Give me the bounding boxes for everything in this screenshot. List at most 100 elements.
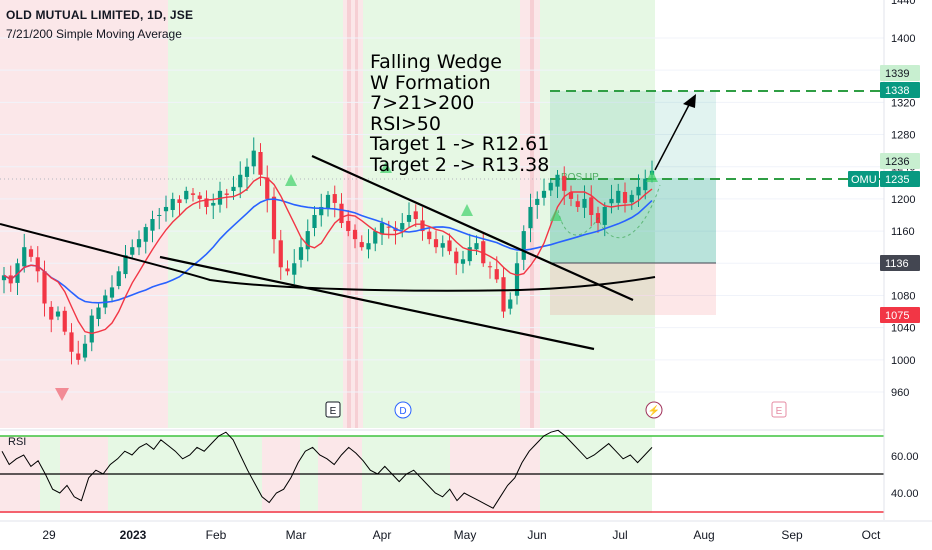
candle [568,192,574,199]
candle [622,191,628,203]
candle [440,243,445,248]
zone-bg [0,0,168,428]
time-tick-label: 29 [42,528,56,542]
trade-annotation: Falling Wedge W Formation 7>21>200 RSI>5… [370,52,549,175]
buy-signal-triangle [285,174,297,186]
candle [346,220,351,232]
candle [258,152,263,175]
symbol-tag-label: OMU [851,174,877,186]
candle [69,332,74,352]
target-arrowhead [683,94,696,108]
candle [285,268,290,272]
price-badge-label: 1136 [885,258,909,270]
candle [319,206,324,216]
candle [42,271,47,304]
rsi-label: RSI [8,436,26,448]
rsi-tick-label: 60.00 [891,451,919,463]
candle [467,247,472,262]
price-tick-label: 1280 [891,130,915,142]
candle [447,240,452,252]
candle [400,223,405,230]
time-tick-label: Sep [781,528,803,542]
candle [406,215,412,222]
time-tick-label: Oct [862,528,881,542]
price-badge [880,255,920,271]
candle [332,194,337,203]
event-marker [325,401,341,418]
candle [123,255,128,275]
annotation-line-6: Target 2 -> R13.38 [370,153,550,176]
candle [244,166,250,177]
candle [130,247,135,255]
candle [35,257,40,272]
candle [427,231,432,240]
time-tick-label: Feb [206,528,227,542]
zone-stripe [347,0,351,428]
candle [163,206,169,212]
ma21-line [3,198,653,304]
candle [521,231,526,260]
candle [305,231,310,250]
bos-label: BOS UP [561,172,599,183]
candle [548,182,553,191]
candle [339,203,344,224]
candle [454,251,459,264]
candle [589,197,594,215]
event-marker-label: D [399,406,406,417]
price-badge [880,65,920,81]
price-tick-label: 1400 [891,33,915,45]
candle [373,231,378,244]
price-badge-label: 1236 [885,156,909,168]
w-formation-curve [557,184,661,239]
candle [231,186,236,191]
candle [278,240,283,268]
candle [514,263,520,296]
candle [460,259,466,264]
candle [474,243,479,250]
candle [49,306,54,320]
candle [616,190,621,203]
candle [177,199,182,203]
price-badge-label: 1235 [885,174,909,186]
candle [312,215,317,229]
candle [96,307,101,319]
zone-bg [343,0,363,428]
candle [157,215,162,216]
candle [103,295,108,308]
annotation-line-5: Target 1 -> R12.61 [370,133,550,155]
ma200-line [0,223,656,292]
candle [379,223,385,235]
candle [541,190,547,198]
event-marker [394,401,412,419]
profit-zone [550,91,716,263]
candle [528,206,533,229]
candle [292,263,297,275]
candle [494,269,499,280]
time-tick-label: Jul [612,528,627,542]
price-badge [880,171,920,187]
price-badge [880,307,920,323]
buy-signal-triangle [646,170,658,182]
time-tick-label: Aug [693,528,714,542]
annotation-line-3: 7>21>200 [370,92,475,114]
candle [433,239,439,248]
candle [82,343,88,358]
price-badge [880,153,920,169]
candle [325,194,331,210]
candles [1,137,655,365]
candle [420,220,425,232]
price-tick-label: 1440 [891,0,915,7]
candle [562,176,567,191]
candle [508,299,513,309]
candle [89,315,94,343]
candle [575,201,580,207]
time-tick-label: 2023 [120,528,147,542]
zone-bg [168,0,343,428]
candle [366,243,371,250]
candle [116,271,121,287]
candle [150,219,155,231]
candle [636,186,641,196]
candle [535,198,540,205]
target-arrow [654,102,691,171]
